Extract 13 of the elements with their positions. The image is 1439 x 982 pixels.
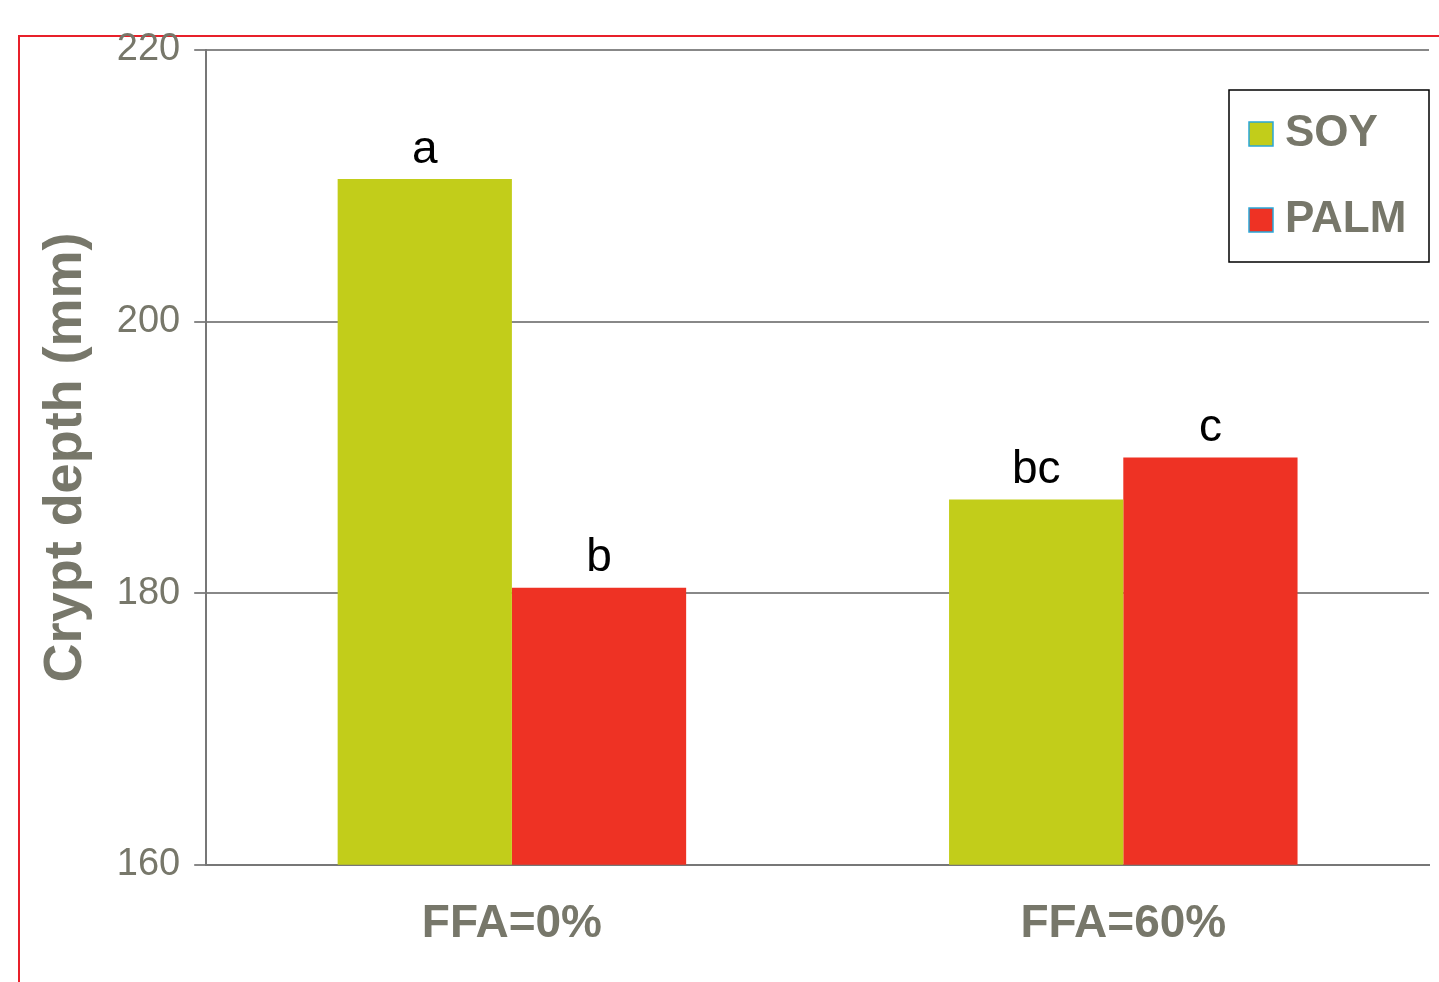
x-tick-label: FFA=0% xyxy=(421,895,603,948)
annotation: bc xyxy=(1011,441,1061,494)
y-tick-label: 160 xyxy=(116,841,181,884)
annotation: a xyxy=(411,120,438,173)
annotation: c xyxy=(1198,399,1222,452)
y-tick-label: 220 xyxy=(116,26,181,69)
y-tick-label: 180 xyxy=(116,569,181,612)
x-tick-label: FFA=60% xyxy=(1020,895,1227,948)
y-tick-label: 200 xyxy=(116,298,181,341)
legend-label: SOY xyxy=(1285,106,1378,156)
legend-label: PALM xyxy=(1285,192,1407,242)
annotation: b xyxy=(586,529,612,582)
y-axis-title: Crypt depth (mm) xyxy=(32,232,93,683)
